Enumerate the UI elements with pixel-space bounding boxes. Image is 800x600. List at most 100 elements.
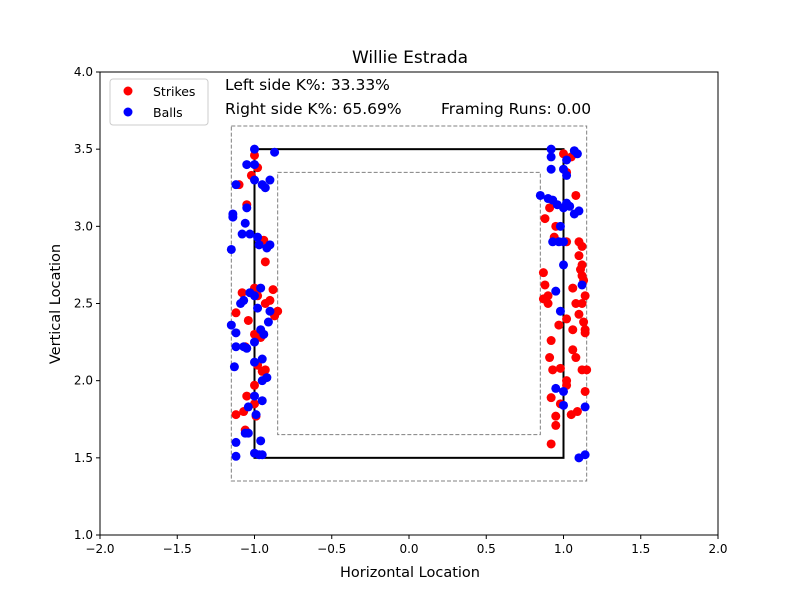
y-tick-label: 4.0 — [74, 65, 93, 79]
ball-point — [237, 229, 247, 239]
strike-point — [580, 328, 590, 338]
ball-point — [260, 183, 270, 193]
ball-point — [559, 237, 568, 247]
ball-point — [240, 218, 250, 228]
pitch-points — [226, 144, 592, 463]
strike-point — [568, 283, 578, 293]
legend-marker-strikes — [123, 86, 133, 96]
ball-point — [253, 303, 263, 313]
ball-point — [250, 291, 259, 301]
legend-marker-balls — [123, 107, 133, 117]
ball-point — [257, 376, 267, 386]
strike-point — [571, 190, 581, 200]
strike-point — [243, 315, 253, 325]
ball-point — [250, 337, 259, 347]
strike-zone-rect — [253, 148, 565, 459]
ball-point — [546, 144, 556, 154]
y-tick-label: 1.5 — [74, 451, 93, 465]
strike-point — [538, 268, 548, 278]
y-tick-label: 2.5 — [74, 297, 93, 311]
legend-label-balls: Balls — [153, 105, 183, 120]
ball-point — [250, 160, 259, 170]
strike-point — [250, 380, 259, 390]
ball-point — [562, 170, 572, 180]
strike-point — [540, 280, 550, 290]
ball-point — [242, 343, 252, 353]
ball-point — [256, 436, 266, 446]
ball-point — [229, 362, 239, 372]
ball-point — [577, 280, 587, 290]
strike-point — [577, 299, 587, 308]
ball-point — [250, 144, 259, 154]
ball-point — [231, 180, 241, 190]
strike-point — [571, 353, 581, 363]
ball-point — [551, 286, 561, 296]
strike-point — [555, 363, 565, 373]
ball-point — [231, 328, 241, 338]
ball-point — [250, 175, 259, 185]
strike-point — [546, 336, 556, 346]
strike-point — [545, 203, 555, 213]
strike-point — [554, 320, 564, 330]
strike-point — [551, 411, 561, 421]
chart-title: Willie Estrada — [352, 48, 468, 68]
ball-point — [569, 209, 579, 219]
x-tick-label: 1.5 — [631, 542, 650, 556]
ball-point — [559, 260, 568, 270]
strike-point — [231, 410, 241, 420]
ball-point — [251, 410, 261, 420]
ball-point — [259, 329, 269, 339]
ball-point — [240, 428, 250, 438]
legend-label-strikes: Strikes — [153, 84, 195, 99]
strike-point — [566, 410, 576, 420]
y-axis-label: Vertical Location — [48, 244, 64, 364]
ball-point — [559, 400, 568, 410]
legend-frame — [109, 78, 209, 126]
ball-point — [257, 450, 267, 460]
strike-point — [568, 325, 578, 335]
ball-point — [565, 201, 575, 211]
strike-point — [260, 257, 270, 267]
ball-point — [253, 232, 263, 242]
ball-point — [551, 383, 561, 393]
strike-point — [574, 251, 584, 261]
ball-point — [242, 203, 252, 213]
y-tick-label: 2.0 — [74, 374, 93, 388]
ball-point — [256, 283, 266, 293]
x-tick-label: −2.0 — [85, 542, 114, 556]
x-tick-label: 0.5 — [477, 542, 496, 556]
strike-point — [546, 393, 556, 403]
strike-point — [580, 386, 590, 396]
ball-point — [555, 306, 565, 316]
x-tick-label: 2.0 — [708, 542, 727, 556]
ball-point — [250, 391, 259, 401]
framing-runs-annotation: Framing Runs: 0.00 — [441, 100, 591, 118]
strike-point — [574, 309, 584, 319]
strike-point — [580, 291, 590, 301]
strike-point — [548, 365, 558, 375]
ball-point — [535, 190, 545, 200]
ball-point — [226, 244, 236, 254]
strike-point — [237, 288, 247, 298]
ball-point — [231, 451, 241, 461]
strike-point — [577, 241, 587, 251]
ball-point — [242, 160, 252, 170]
strike-point — [543, 291, 553, 301]
strike-point — [260, 299, 270, 308]
x-tick-label: −1.5 — [163, 542, 192, 556]
strike-point — [562, 314, 572, 324]
y-tick-label: 1.0 — [74, 528, 93, 542]
ball-point — [250, 357, 259, 367]
x-axis-label: Horizontal Location — [340, 565, 480, 581]
x-axis-ticks: −2.0 −1.5 −1.0 −0.5 0.0 0.5 1.0 1.5 2.0 — [85, 535, 728, 556]
ball-point — [580, 402, 590, 412]
ball-point — [243, 402, 253, 412]
y-tick-label: 3.0 — [74, 219, 93, 233]
strike-point — [551, 420, 561, 430]
ball-point — [236, 299, 246, 308]
strike-point — [571, 299, 581, 308]
outer-zone-rect — [230, 125, 588, 482]
ball-point — [548, 237, 558, 247]
x-tick-label: −1.0 — [240, 542, 269, 556]
